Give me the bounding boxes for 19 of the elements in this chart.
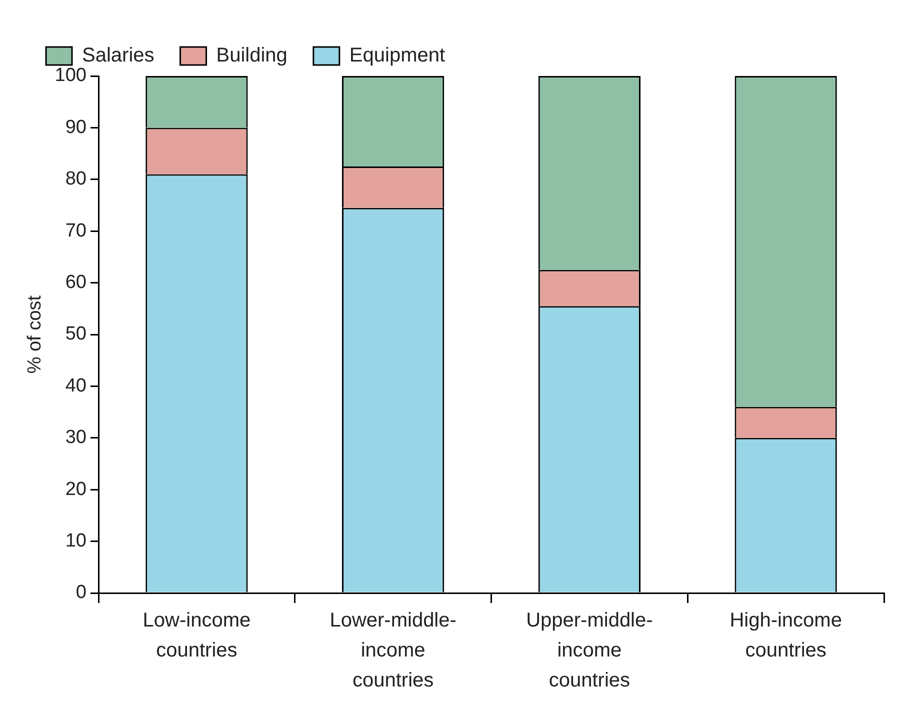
y-tick-label: 90 [65,116,86,138]
y-tick-label: 100 [54,65,86,86]
y-tick-label: 0 [76,582,86,604]
y-tick-label: 40 [65,375,86,396]
legend-label: Equipment [349,44,446,67]
y-axis-title: % of cost [24,294,46,374]
x-tick-label: Low-income countries [142,610,251,662]
legend-label: Building [216,44,288,67]
legend-label: Salaries [82,44,154,67]
x-tick-label: Lower-middle-income countries [330,610,456,692]
x-tick-label: High-income countries [730,610,842,662]
x-tick-label: Upper-middle-income countries [526,610,653,692]
y-tick-label: 80 [65,168,86,190]
y-tick-label: 30 [65,427,86,448]
y-tick-label: 20 [65,478,86,500]
y-tick-label: 10 [65,530,86,552]
y-tick-label: 70 [65,220,86,242]
y-tick-label: 50 [65,324,86,345]
y-tick-label: 60 [65,272,86,294]
